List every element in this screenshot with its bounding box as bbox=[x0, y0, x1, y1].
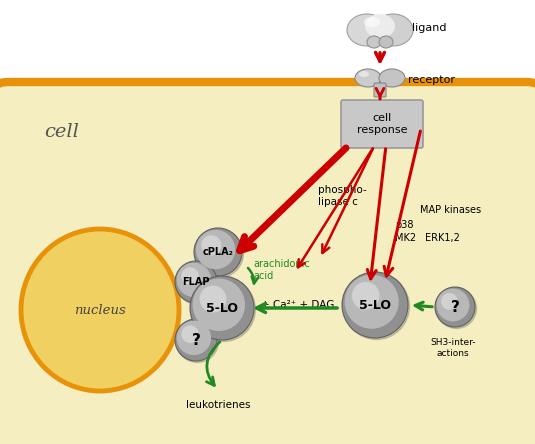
Text: ERK1,2: ERK1,2 bbox=[425, 233, 460, 243]
Text: p38: p38 bbox=[395, 220, 414, 230]
Circle shape bbox=[200, 285, 226, 313]
FancyArrowPatch shape bbox=[207, 342, 220, 385]
Text: ligand: ligand bbox=[412, 23, 447, 33]
Circle shape bbox=[177, 321, 218, 362]
Circle shape bbox=[352, 282, 380, 309]
Text: SH3-inter-
actions: SH3-inter- actions bbox=[430, 338, 476, 358]
Text: ?: ? bbox=[450, 300, 460, 314]
Circle shape bbox=[181, 267, 199, 285]
Text: ?: ? bbox=[192, 333, 201, 348]
Circle shape bbox=[177, 263, 211, 297]
Text: MAP kinases: MAP kinases bbox=[420, 205, 481, 215]
Circle shape bbox=[343, 274, 409, 340]
FancyBboxPatch shape bbox=[0, 82, 535, 444]
Text: FLAP: FLAP bbox=[182, 277, 210, 287]
Text: cPLA₂: cPLA₂ bbox=[203, 247, 233, 257]
Circle shape bbox=[177, 262, 218, 305]
Text: leukotrienes: leukotrienes bbox=[186, 400, 250, 410]
Text: 5-LO: 5-LO bbox=[359, 298, 391, 312]
Circle shape bbox=[196, 230, 235, 269]
Circle shape bbox=[177, 321, 211, 355]
Text: arachidonic
acid: arachidonic acid bbox=[253, 259, 310, 281]
Circle shape bbox=[181, 325, 199, 343]
Circle shape bbox=[190, 276, 254, 340]
Ellipse shape bbox=[379, 69, 405, 87]
Text: nucleus: nucleus bbox=[74, 304, 126, 317]
Circle shape bbox=[192, 278, 256, 341]
Ellipse shape bbox=[373, 14, 413, 46]
FancyBboxPatch shape bbox=[374, 83, 386, 97]
Ellipse shape bbox=[364, 17, 380, 27]
Circle shape bbox=[201, 235, 221, 255]
Ellipse shape bbox=[355, 69, 381, 87]
Ellipse shape bbox=[379, 36, 393, 48]
Ellipse shape bbox=[21, 229, 179, 391]
Circle shape bbox=[175, 319, 217, 361]
Circle shape bbox=[437, 289, 477, 329]
Ellipse shape bbox=[347, 14, 387, 46]
Circle shape bbox=[435, 287, 475, 327]
Circle shape bbox=[194, 228, 242, 276]
FancyBboxPatch shape bbox=[341, 100, 423, 148]
Circle shape bbox=[193, 278, 245, 331]
Text: phospho-
lipase c: phospho- lipase c bbox=[318, 185, 367, 207]
Circle shape bbox=[437, 289, 469, 321]
Circle shape bbox=[195, 230, 243, 278]
Text: MK2: MK2 bbox=[395, 233, 416, 243]
Circle shape bbox=[345, 275, 399, 329]
Circle shape bbox=[175, 261, 217, 303]
Text: 5-LO: 5-LO bbox=[206, 301, 238, 314]
Text: receptor: receptor bbox=[408, 75, 455, 85]
Ellipse shape bbox=[367, 36, 381, 48]
FancyArrowPatch shape bbox=[248, 268, 258, 284]
Circle shape bbox=[441, 293, 458, 310]
Circle shape bbox=[342, 272, 408, 338]
Text: + Ca²⁺ + DAG: + Ca²⁺ + DAG bbox=[261, 300, 335, 310]
Ellipse shape bbox=[359, 71, 369, 77]
Text: cell: cell bbox=[44, 123, 79, 141]
Text: cell
response: cell response bbox=[357, 113, 407, 135]
Ellipse shape bbox=[365, 14, 395, 38]
